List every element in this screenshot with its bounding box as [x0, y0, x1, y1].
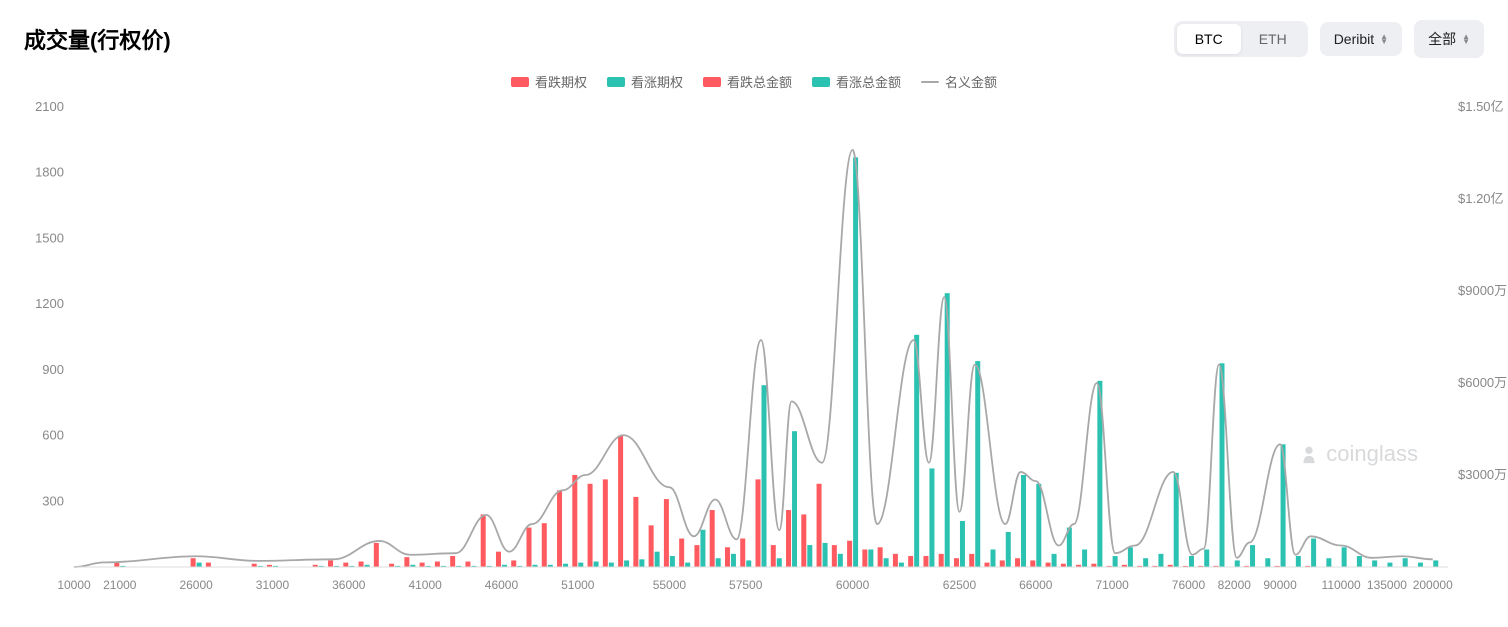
- chart-area: 300 600 900 1200 1500 1800 2100 $3000万 $6000万 $90…: [0, 97, 1508, 597]
- svg-text:82000: 82000: [1218, 578, 1252, 592]
- chevron-updown-icon: ▲▼: [1380, 34, 1388, 44]
- legend-swatch: [607, 77, 625, 87]
- svg-text:135000: 135000: [1367, 578, 1407, 592]
- svg-text:300: 300: [42, 493, 64, 508]
- exchange-select[interactable]: Deribit ▲▼: [1320, 22, 1402, 56]
- svg-text:200000: 200000: [1413, 578, 1453, 592]
- chevron-updown-icon: ▲▼: [1462, 34, 1470, 44]
- legend-label: 看涨期权: [631, 72, 683, 91]
- legend-item[interactable]: 名义金额: [921, 72, 997, 91]
- svg-text:62500: 62500: [943, 578, 977, 592]
- svg-text:60000: 60000: [836, 578, 870, 592]
- svg-text:21000: 21000: [103, 578, 137, 592]
- svg-text:57500: 57500: [729, 578, 763, 592]
- svg-text:600: 600: [42, 428, 64, 443]
- legend-swatch: [812, 77, 830, 87]
- asset-toggle-group: BTC ETH: [1174, 21, 1308, 57]
- svg-text:41000: 41000: [408, 578, 442, 592]
- svg-text:71000: 71000: [1095, 578, 1129, 592]
- svg-text:110000: 110000: [1322, 578, 1361, 592]
- svg-text:66000: 66000: [1019, 578, 1053, 592]
- svg-text:1500: 1500: [35, 230, 64, 245]
- svg-text:1800: 1800: [35, 165, 64, 180]
- legend-swatch: [921, 81, 939, 83]
- watermark: coinglass: [1298, 441, 1418, 467]
- legend-item[interactable]: 看跌期权: [511, 72, 587, 91]
- svg-text:10000: 10000: [57, 578, 91, 592]
- range-select[interactable]: 全部 ▲▼: [1414, 20, 1484, 58]
- asset-tab-eth[interactable]: ETH: [1241, 24, 1305, 54]
- legend-label: 看跌总金额: [727, 72, 792, 91]
- legend-item[interactable]: 看跌总金额: [703, 72, 792, 91]
- legend-swatch: [703, 77, 721, 87]
- legend-item[interactable]: 看涨总金额: [812, 72, 901, 91]
- svg-text:36000: 36000: [332, 578, 366, 592]
- range-select-label: 全部: [1428, 29, 1456, 49]
- legend-item[interactable]: 看涨期权: [607, 72, 683, 91]
- controls: BTC ETH Deribit ▲▼ 全部 ▲▼: [1174, 20, 1484, 58]
- page-title: 成交量(行权价): [24, 23, 171, 55]
- svg-text:900: 900: [42, 362, 64, 377]
- svg-text:1200: 1200: [35, 296, 64, 311]
- svg-text:$1.50亿: $1.50亿: [1458, 99, 1504, 114]
- watermark-label: coinglass: [1326, 441, 1418, 467]
- exchange-select-label: Deribit: [1334, 31, 1374, 47]
- legend: 看跌期权 看涨期权 看跌总金额 看涨总金额 名义金额: [0, 58, 1508, 97]
- svg-text:26000: 26000: [179, 578, 213, 592]
- legend-label: 名义金额: [945, 72, 997, 91]
- coinglass-icon: [1298, 443, 1320, 465]
- asset-tab-btc[interactable]: BTC: [1177, 24, 1241, 54]
- svg-text:76000: 76000: [1172, 578, 1206, 592]
- svg-text:90000: 90000: [1263, 578, 1297, 592]
- legend-label: 看涨总金额: [836, 72, 901, 91]
- svg-text:51000: 51000: [561, 578, 595, 592]
- svg-text:$3000万: $3000万: [1458, 467, 1507, 482]
- legend-label: 看跌期权: [535, 72, 587, 91]
- svg-text:$9000万: $9000万: [1458, 283, 1507, 298]
- svg-text:2100: 2100: [35, 99, 64, 114]
- svg-text:55000: 55000: [653, 578, 687, 592]
- legend-swatch: [511, 77, 529, 87]
- svg-text:46000: 46000: [485, 578, 519, 592]
- svg-text:31000: 31000: [256, 578, 290, 592]
- svg-text:$1.20亿: $1.20亿: [1458, 191, 1504, 206]
- chart-svg: 3006009001200150018002100$3000万$6000万$90…: [74, 97, 1448, 597]
- svg-text:$6000万: $6000万: [1458, 375, 1507, 390]
